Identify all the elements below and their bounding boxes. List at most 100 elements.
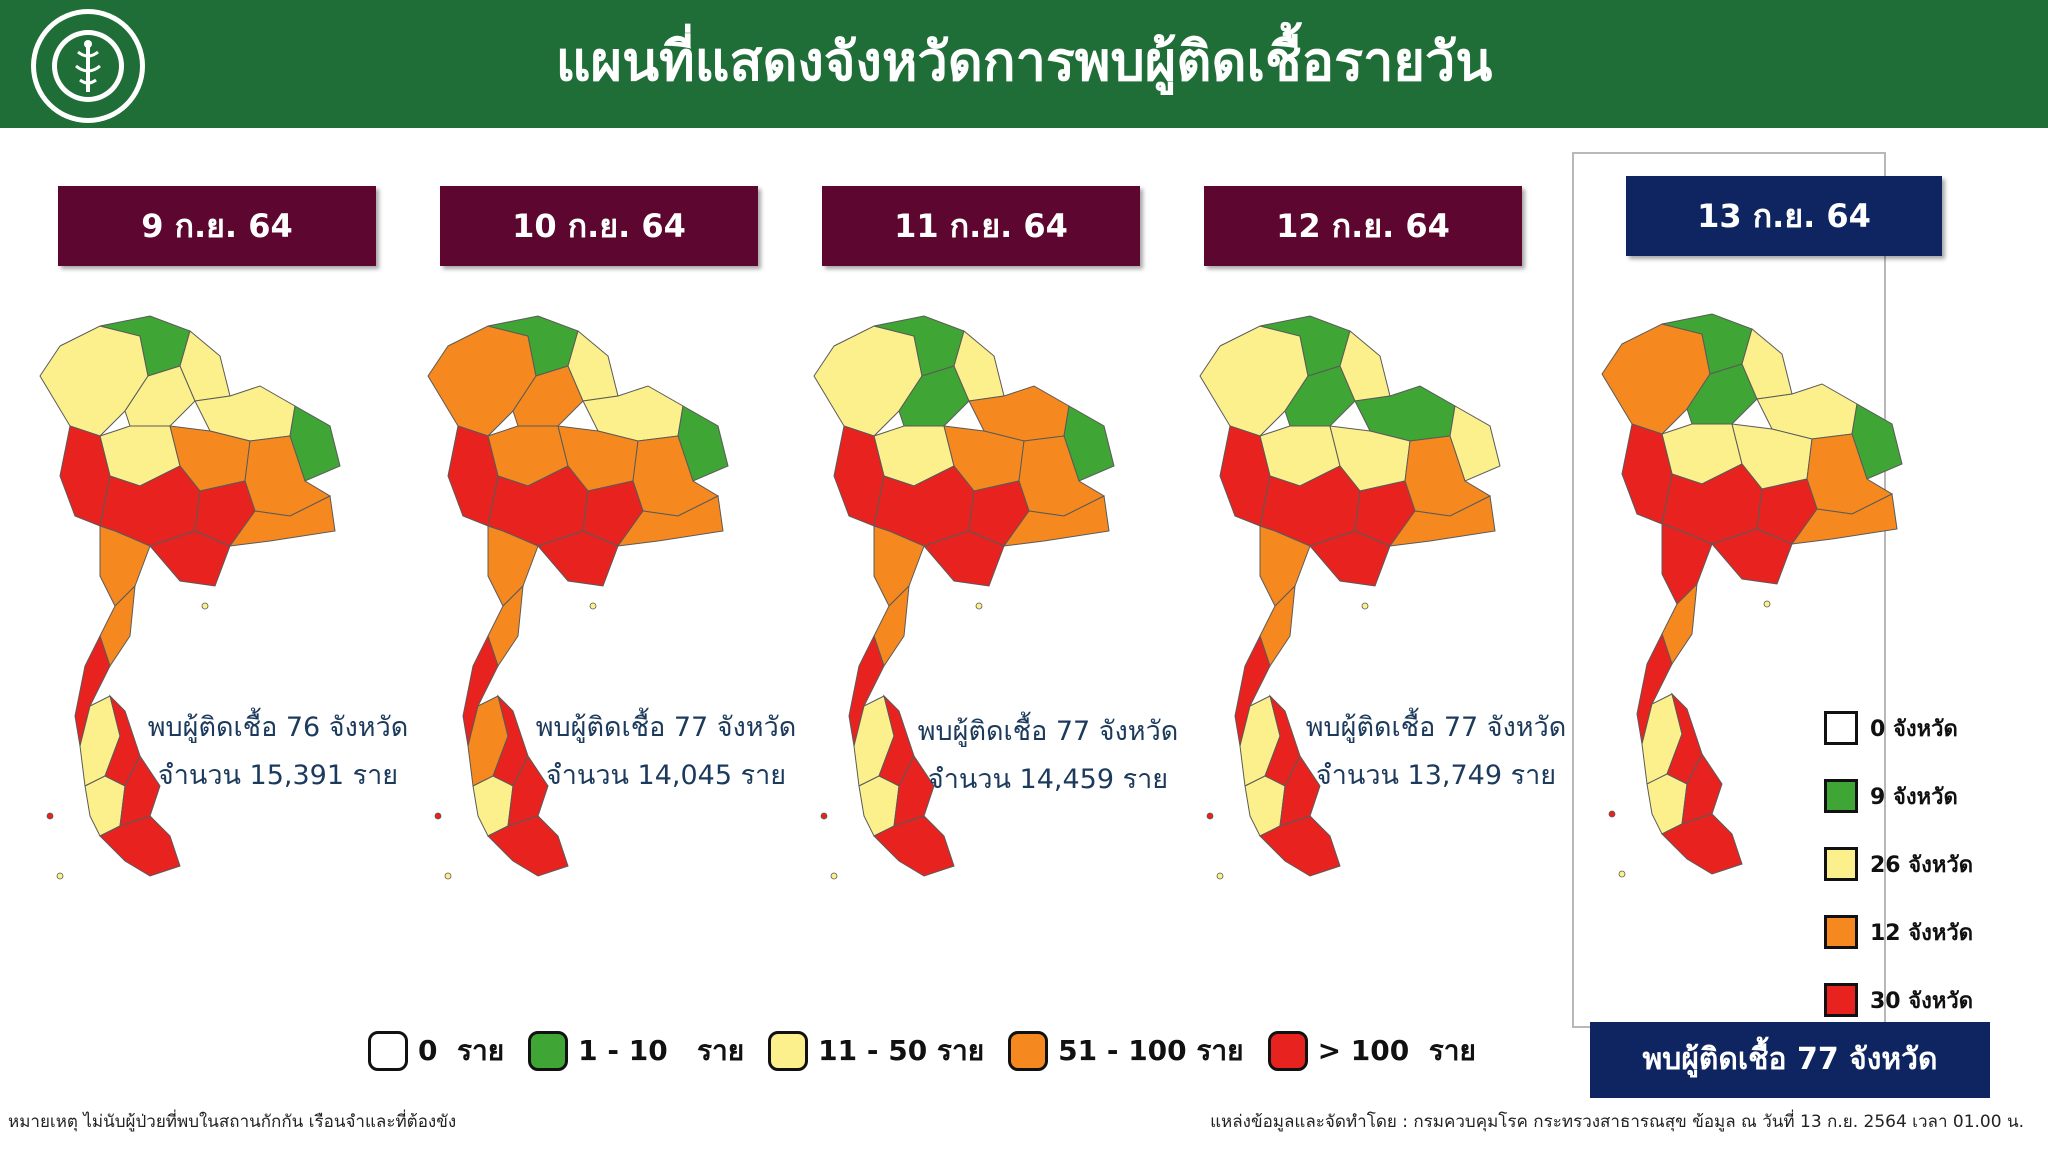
legend-swatch — [368, 1031, 408, 1071]
legend-label: 9 จังหวัด — [1870, 784, 1958, 810]
island-dot — [1763, 600, 1771, 608]
province-region-south-d — [1279, 755, 1321, 827]
legend-label: 11 - 50 ราย — [818, 1034, 985, 1067]
province-region-upper-south — [1259, 584, 1296, 668]
province-region-east — [1309, 530, 1391, 587]
island-dot — [1206, 812, 1214, 820]
map-regions — [427, 315, 729, 880]
legend-label: 30 จังหวัด — [1870, 988, 1974, 1014]
cases-count: จำนวน 13,749 ราย — [1315, 760, 1557, 791]
current-day-panel — [1572, 152, 1886, 1028]
legend-low: 1 - 10 ราย — [528, 1029, 744, 1073]
map-summary-4: พบผู้ติดเชื้อ 77 จังหวัด จำนวน 13,749 รา… — [1276, 704, 1596, 800]
island-dot — [1361, 602, 1369, 610]
map-regions — [1199, 315, 1501, 880]
map-summary-3: พบผู้ติดเชื้อ 77 จังหวัด จำนวน 14,459 รา… — [888, 708, 1208, 804]
island-dot — [444, 872, 452, 880]
province-region-isan-far-south — [616, 495, 724, 547]
current-summary-banner: พบผู้ติดเชื้อ 77 จังหวัด — [1590, 1022, 1990, 1098]
legend-very-high: > 100 ราย — [1267, 1029, 1476, 1073]
provinces-count: พบผู้ติดเชื้อ 77 จังหวัด — [535, 712, 797, 743]
province-region-upper-north-2 — [1741, 328, 1793, 400]
cases-count: จำนวน 14,459 ราย — [927, 764, 1169, 795]
legend-swatch — [1008, 1031, 1049, 1071]
province-region-isan-far-south — [1790, 493, 1898, 545]
legend-label: 0 จังหวัด — [1870, 716, 1958, 742]
bottom-legend: 0 ราย 1 - 10 ราย 11 - 50 ราย 51 - 100 รา… — [368, 1028, 1500, 1074]
province-region-isan-far-south — [228, 495, 336, 547]
province-region-south-d — [1681, 753, 1723, 825]
map-summary-1: พบผู้ติดเชื้อ 76 จังหวัด จำนวน 15,391 รา… — [118, 704, 438, 800]
legend-label: 0 ราย — [418, 1034, 505, 1067]
provinces-count: พบผู้ติดเชื้อ 77 จังหวัด — [1305, 712, 1567, 743]
province-region-deep-south — [487, 815, 569, 877]
footnote-source: แหล่งข้อมูลและจัดทำโดย : กรมควบคุมโรค กร… — [1210, 1112, 2024, 1132]
thailand-map-current — [1601, 313, 1903, 878]
province-region-east — [537, 530, 619, 587]
page-title: แผนที่แสดงจังหวัดการพบผู้ติดเชื้อรายวัน — [555, 30, 1493, 93]
province-region-deep-south — [99, 815, 181, 877]
legend-swatch — [1824, 847, 1858, 881]
legend-label: 12 จังหวัด — [1870, 920, 1974, 946]
province-region-upper-south — [1661, 582, 1698, 666]
province-region-upper-north-2 — [179, 330, 231, 402]
date-label-3: 11 ก.ย. 64 — [822, 186, 1140, 266]
current-legend-mid: 26 จังหวัด — [1824, 844, 1973, 884]
island-dot — [1216, 872, 1224, 880]
legend-label: > 100 ราย — [1317, 1034, 1476, 1067]
provinces-count: พบผู้ติดเชื้อ 76 จังหวัด — [147, 712, 409, 743]
island-dot — [46, 812, 54, 820]
date-label-1: 9 ก.ย. 64 — [58, 186, 376, 266]
map-regions — [39, 315, 341, 880]
island-dot — [589, 602, 597, 610]
legend-swatch — [1824, 983, 1858, 1017]
province-region-isan-far-south — [1002, 495, 1110, 547]
map-regions — [813, 315, 1115, 880]
island-dot — [201, 602, 209, 610]
province-region-east — [923, 530, 1005, 587]
province-region-upper-north-2 — [567, 330, 619, 402]
province-region-deep-south — [1661, 813, 1743, 875]
province-region-east — [1711, 528, 1793, 585]
province-region-upper-south — [487, 584, 524, 668]
provinces-count: พบผู้ติดเชื้อ 77 จังหวัด — [917, 716, 1179, 747]
thailand-map-3 — [813, 315, 1115, 880]
thailand-map-1 — [39, 315, 341, 880]
island-dot — [830, 872, 838, 880]
province-region-upper-north-2 — [953, 330, 1005, 402]
date-label-2: 10 ก.ย. 64 — [440, 186, 758, 266]
current-legend-zero: 0 จังหวัด — [1824, 708, 1958, 748]
date-label-current: 13 ก.ย. 64 — [1626, 176, 1942, 256]
legend-label: 26 จังหวัด — [1870, 852, 1974, 878]
cases-count: จำนวน 14,045 ราย — [545, 760, 787, 791]
footnote-note: หมายเหตุ ไม่นับผู้ป่วยที่พบในสถานกักกัน … — [8, 1112, 457, 1132]
moph-emblem-icon — [31, 9, 145, 123]
island-dot — [56, 872, 64, 880]
island-dot — [975, 602, 983, 610]
legend-swatch — [768, 1031, 809, 1071]
province-region-south-d — [507, 755, 549, 827]
province-region-deep-south — [873, 815, 955, 877]
legend-mid: 11 - 50 ราย — [768, 1029, 984, 1073]
province-region-isan-far-south — [1388, 495, 1496, 547]
legend-swatch — [1267, 1031, 1308, 1071]
date-label-4: 12 ก.ย. 64 — [1204, 186, 1522, 266]
province-region-upper-north-2 — [1339, 330, 1391, 402]
province-region-east — [149, 530, 231, 587]
map-summary-2: พบผู้ติดเชื้อ 77 จังหวัด จำนวน 14,045 รา… — [506, 704, 826, 800]
island-dot — [820, 812, 828, 820]
thailand-map-4 — [1199, 315, 1501, 880]
province-region-upper-south — [99, 584, 136, 668]
province-region-upper-south — [873, 584, 910, 668]
province-region-south-d — [893, 755, 935, 827]
legend-swatch — [528, 1031, 569, 1071]
current-legend-high: 12 จังหวัด — [1824, 912, 1973, 952]
thailand-map-2 — [427, 315, 729, 880]
map-regions — [1601, 313, 1903, 878]
current-legend-very-high: 30 จังหวัด — [1824, 980, 1973, 1020]
island-dot — [434, 812, 442, 820]
legend-swatch — [1824, 915, 1858, 949]
legend-label: 51 - 100 ราย — [1058, 1034, 1244, 1067]
legend-zero: 0 ราย — [368, 1029, 504, 1073]
